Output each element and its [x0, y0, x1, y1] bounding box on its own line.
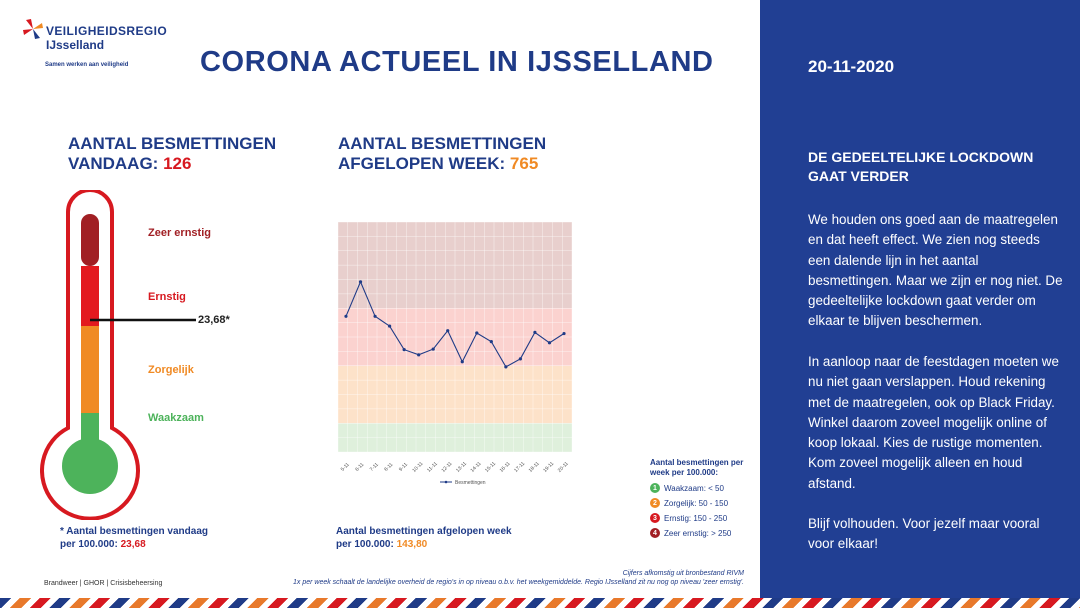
chart-x-tick-label: 10-11 [411, 461, 424, 474]
chart-x-tick-label: 14-11 [470, 461, 483, 474]
level-legend: Aantal besmettingen per week per 100.000… [650, 458, 760, 538]
line-chart: 5-11 6-11 7-11 8-11 9-11 10-11 11-11 12-11 13-11… [337, 221, 573, 486]
legend-number-badge: 1 [650, 483, 660, 493]
kpi-week-heading: AANTAL BESMETTINGEN AFGELOPEN WEEK: 765 [338, 134, 546, 174]
level-label-zeer-ernstig: Zeer ernstig [148, 227, 211, 239]
chart-point [547, 341, 552, 345]
org-tagline: Samen werken aan veiligheid [45, 62, 129, 68]
chart-point [562, 331, 566, 336]
chart-x-tick-label: 13-11 [455, 461, 468, 474]
kpi-week-line2: AFGELOPEN WEEK: [338, 154, 510, 173]
chart-point [446, 329, 450, 333]
kpi-today-value: 126 [163, 154, 192, 173]
footer-partners: Brandweer | GHOR | Crisisbeheersing [44, 580, 163, 587]
thermometer-zone-zeer-ernstig [81, 214, 99, 266]
chart-point [417, 353, 421, 357]
chart-x-tick-label: 15-11 [484, 461, 497, 474]
chart-point [402, 348, 406, 352]
kpi-today-line1: AANTAL BESMETTINGEN [68, 134, 277, 153]
legend-number-badge: 2 [650, 498, 660, 508]
thermometer-bulb [62, 438, 118, 494]
note-week-value: 143,80 [396, 539, 428, 550]
legend-number-badge: 4 [650, 528, 660, 538]
chart-x-tick-label: 16-11 [499, 461, 512, 474]
legend-title: Aantal besmettingen per week per 100.000… [650, 458, 744, 477]
chart-legend-label: Besmettingen [455, 480, 486, 486]
legend-item: 4 Zeer ernstig: > 250 [650, 528, 760, 538]
thermometer [40, 190, 196, 520]
kpi-week-value: 765 [509, 154, 539, 173]
thermometer-zone-zorgelijk [81, 326, 99, 413]
side-panel [760, 0, 1080, 598]
chart-x-tick-label: 11-11 [426, 461, 439, 474]
chart-x-tick-label: 5-11 [340, 462, 351, 473]
note-week-line1: Aantal besmettingen afgelopen week [336, 526, 512, 537]
side-date: 20-11-2020 [808, 57, 895, 76]
legend-item-text: Waakzaam: < 50 [664, 483, 724, 493]
note-today-line2: per 100.000: [60, 539, 121, 550]
thermometer-marker-value: 23,68* [198, 314, 230, 326]
chart-x-tick-label: 9-11 [398, 462, 409, 473]
logo-mark-icon [23, 19, 43, 39]
kpi-today-heading: AANTAL BESMETTINGEN VANDAAG: 126 [68, 134, 276, 174]
kpi-today-line2: VANDAAG: [68, 154, 164, 173]
level-label-ernstig: Ernstig [148, 291, 186, 303]
side-heading: DE GEDEELTELIJKE LOCKDOWN GAAT VERDER [808, 149, 1034, 184]
chart-point [344, 314, 348, 318]
side-paragraph-3: Blijf volhouden. Voor jezelf maar vooral… [808, 516, 1040, 552]
chart-series-line [345, 280, 565, 368]
chart-point [373, 314, 377, 318]
chart-point [475, 331, 479, 335]
level-label-zorgelijk: Zorgelijk [148, 364, 194, 376]
chart-point [431, 347, 435, 351]
legend-item: 2 Zorgelijk: 50 - 150 [650, 498, 760, 508]
side-paragraph-2: In aanloop naar de feestdagen moeten we … [808, 354, 1059, 491]
note-today: * Aantal besmettingen vandaag per 100.00… [60, 525, 208, 551]
footer-source: Cijfers afkomstig uit bronbestand RIVM [622, 570, 744, 577]
page-title: CORONA ACTUEEL IN IJSSELLAND [200, 46, 714, 78]
legend-item-text: Zorgelijk: 50 - 150 [664, 498, 729, 508]
chart-x-tick-label: 20-11 [557, 461, 570, 474]
footer-note: 1x per week schaalt de landelijke overhe… [293, 579, 744, 586]
chart-point [518, 357, 522, 361]
chart-x-tick-label: 8-11 [383, 462, 394, 473]
chart-x-tick-label: 19-11 [542, 461, 555, 474]
kpi-week-line1: AANTAL BESMETTINGEN [338, 134, 547, 153]
note-today-value: 23,68 [120, 539, 146, 550]
note-today-line1: * Aantal besmettingen vandaag [60, 526, 208, 537]
org-region: IJsselland [46, 38, 105, 52]
thermometer-zone-ernstig [81, 266, 99, 326]
side-paragraph-1: We houden ons goed aan de maatregelen en… [808, 212, 1063, 329]
note-week: Aantal besmettingen afgelopen week per 1… [336, 525, 512, 551]
chart-point [489, 340, 493, 344]
org-name: VEILIGHEIDSREGIO [46, 24, 168, 38]
note-week-line2: per 100.000: [336, 539, 397, 550]
chart-x-tick-label: 18-11 [528, 461, 541, 474]
chart-x-tick-label: 12-11 [441, 461, 454, 474]
legend-item: 3 Ernstig: 150 - 250 [650, 513, 760, 523]
chart-point [388, 324, 392, 328]
legend-item: 1 Waakzaam: < 50 [650, 483, 760, 493]
legend-number-badge: 3 [650, 513, 660, 523]
chart-point [358, 280, 363, 284]
chart-point [504, 365, 508, 369]
chart-point [533, 330, 537, 334]
chart-point [460, 360, 464, 364]
chart-x-tick-label: 7-11 [369, 462, 380, 473]
legend-items: 1 Waakzaam: < 50 2 Zorgelijk: 50 - 150 3 Erns… [650, 483, 760, 538]
chart-x-tick-label: 6-11 [354, 462, 365, 473]
footer-stripe [0, 598, 1080, 608]
chart-legend-marker [444, 480, 448, 484]
legend-item-text: Zeer ernstig: > 250 [664, 528, 732, 538]
level-label-waakzaam: Waakzaam [148, 412, 204, 424]
legend-item-text: Ernstig: 150 - 250 [664, 513, 728, 523]
thermometer-zone-waakzaam [81, 413, 99, 443]
chart-x-tick-label: 17-11 [513, 461, 526, 474]
